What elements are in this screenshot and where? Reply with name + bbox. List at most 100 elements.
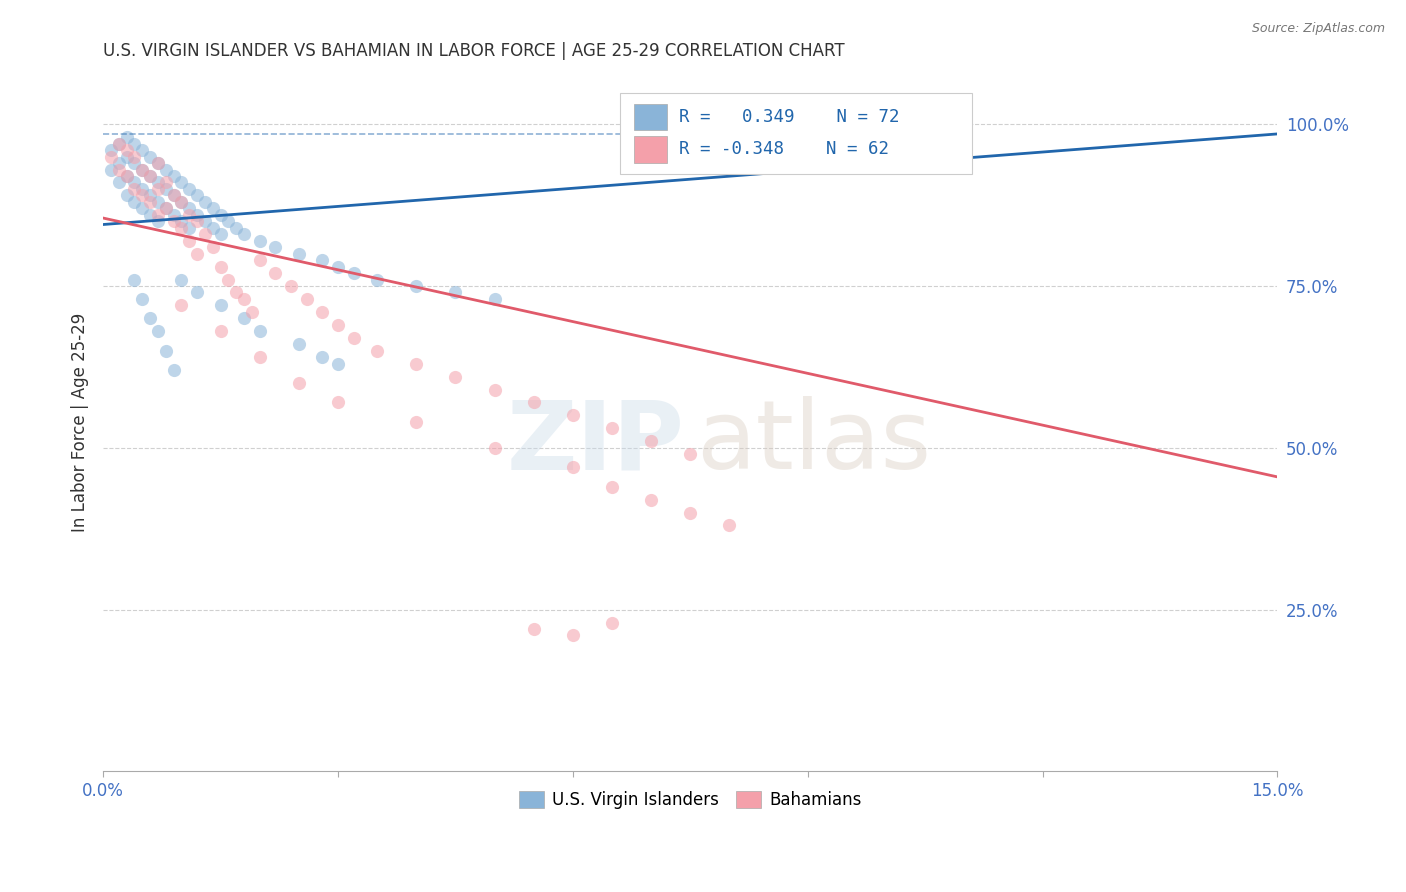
Point [131,162,153,177]
Point [162,188,184,202]
Point [179,202,201,216]
Text: ZIP: ZIP [506,396,685,490]
Point [201,240,224,254]
Point [131,202,153,216]
Point [146,208,169,222]
Point [115,143,138,157]
Point [170,272,193,286]
Point [170,220,193,235]
Point [288,376,311,390]
Legend: U.S. Virgin Islanders, Bahamians: U.S. Virgin Islanders, Bahamians [512,784,869,815]
Point [139,194,162,209]
Point [124,272,146,286]
Point [233,311,256,326]
Text: atlas: atlas [696,396,931,490]
Point [280,279,302,293]
Point [186,188,208,202]
Point [115,150,138,164]
Point [679,447,702,461]
Point [249,324,271,338]
Point [131,162,153,177]
Point [115,188,138,202]
Text: Source: ZipAtlas.com: Source: ZipAtlas.com [1251,22,1385,36]
Point [405,279,427,293]
Point [561,628,583,642]
Point [170,214,193,228]
Point [124,136,146,151]
Point [600,615,623,630]
Point [139,150,162,164]
Point [155,182,177,196]
Point [194,194,217,209]
Point [366,272,388,286]
Point [233,292,256,306]
Point [523,395,546,409]
Point [162,208,184,222]
Point [343,266,366,280]
Point [146,156,169,170]
Point [240,305,263,319]
Point [124,182,146,196]
Point [179,234,201,248]
Point [209,324,232,338]
Point [179,182,201,196]
Point [107,176,129,190]
Point [100,143,122,157]
Point [162,169,184,183]
Point [484,383,506,397]
Point [100,150,122,164]
Point [311,305,333,319]
Point [217,272,239,286]
Point [225,220,247,235]
Point [640,492,662,507]
Point [124,194,146,209]
Text: U.S. VIRGIN ISLANDER VS BAHAMIAN IN LABOR FORCE | AGE 25-29 CORRELATION CHART: U.S. VIRGIN ISLANDER VS BAHAMIAN IN LABO… [103,42,845,60]
Point [288,337,311,351]
Point [186,208,208,222]
Point [201,220,224,235]
Point [249,253,271,268]
Point [311,350,333,364]
Point [131,143,153,157]
Point [561,409,583,423]
Point [131,292,153,306]
Point [179,208,201,222]
Point [155,202,177,216]
Point [139,188,162,202]
Point [124,176,146,190]
Point [179,220,201,235]
Point [124,156,146,170]
Point [100,162,122,177]
Point [264,266,287,280]
Point [366,343,388,358]
Point [139,208,162,222]
Point [209,208,232,222]
Point [155,202,177,216]
Point [679,506,702,520]
Point [484,441,506,455]
Text: R = -0.348    N = 62: R = -0.348 N = 62 [679,140,889,158]
Point [186,214,208,228]
Point [170,298,193,312]
Point [170,194,193,209]
Point [146,194,169,209]
FancyBboxPatch shape [620,94,972,174]
Point [523,622,546,636]
Point [326,318,349,332]
Point [155,162,177,177]
Point [107,162,129,177]
Point [194,227,217,242]
Point [115,130,138,145]
Point [170,194,193,209]
Point [186,285,208,300]
Point [139,169,162,183]
Point [405,415,427,429]
Point [107,136,129,151]
Point [131,182,153,196]
Point [209,227,232,242]
Point [249,350,271,364]
Point [107,156,129,170]
Point [326,357,349,371]
Point [600,421,623,435]
Point [124,150,146,164]
